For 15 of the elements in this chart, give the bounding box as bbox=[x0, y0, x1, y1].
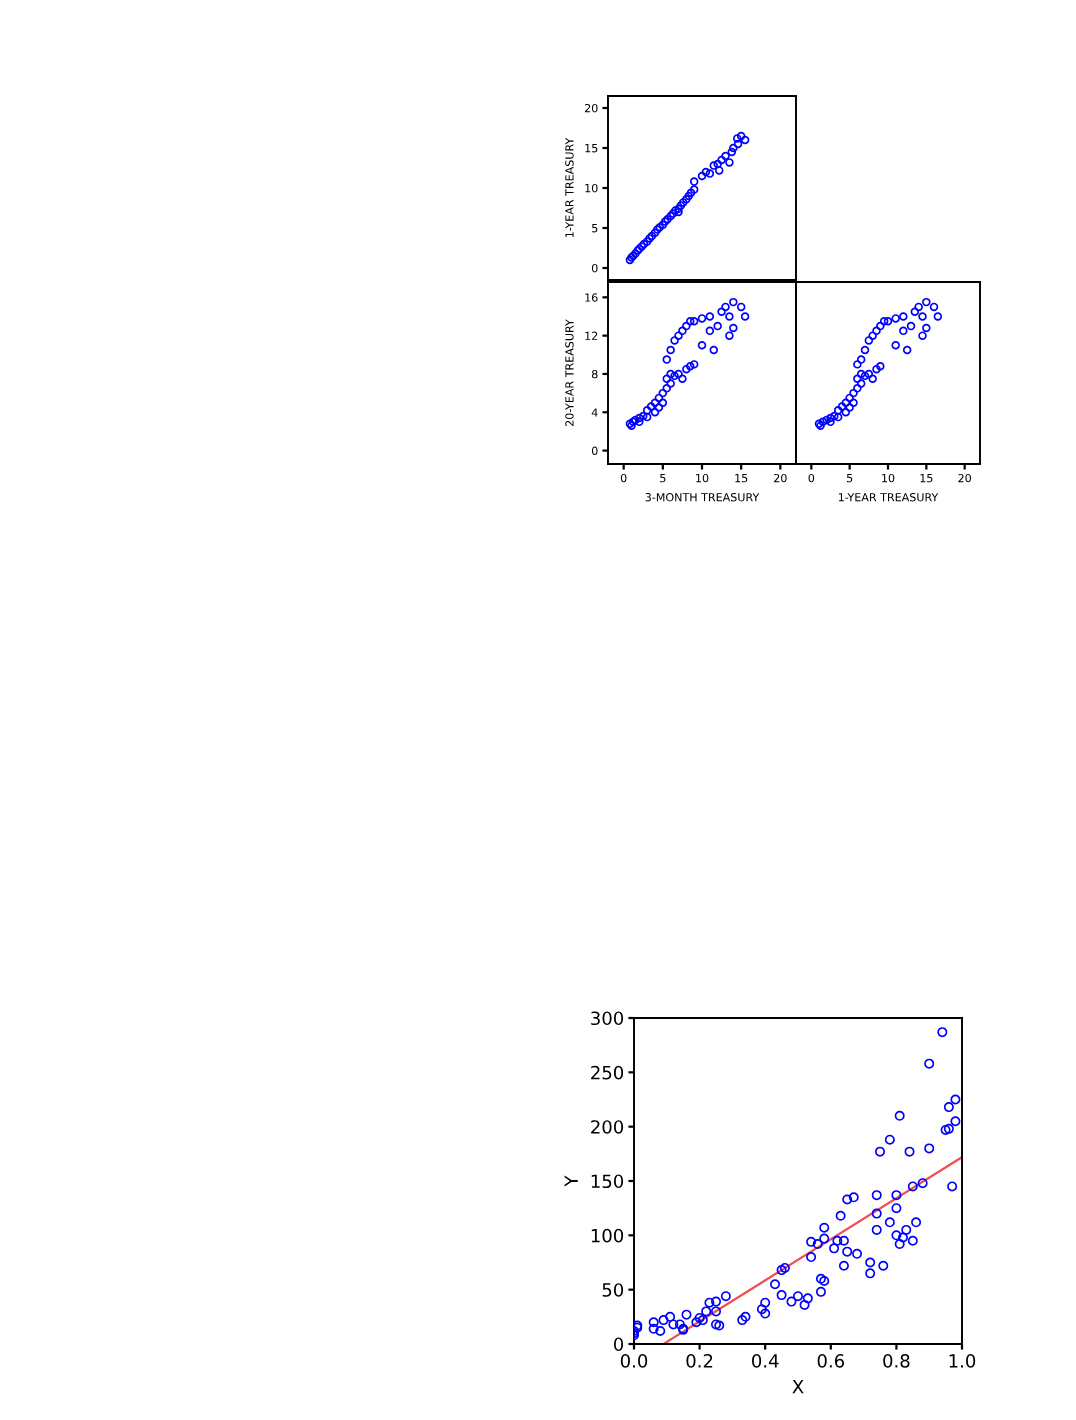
y-tick-label: 250 bbox=[591, 1065, 624, 1080]
y-tick-label: 50 bbox=[602, 1283, 624, 1297]
y-tick-label: 300 bbox=[591, 1011, 624, 1026]
y-axis-title: Y bbox=[564, 1175, 578, 1187]
x-tick-label: 0.8 bbox=[883, 1354, 910, 1368]
x-tick-label: 1.0 bbox=[949, 1354, 976, 1368]
x-tick-label: 0.2 bbox=[686, 1354, 713, 1368]
x-axis-title: X bbox=[792, 1380, 804, 1394]
y-tick-label: 150 bbox=[591, 1174, 624, 1189]
y-tick-label: 100 bbox=[591, 1228, 624, 1243]
x-tick-label: 0.6 bbox=[817, 1354, 845, 1368]
x-tick-label: 0.4 bbox=[752, 1354, 779, 1368]
y-tick-label: 0 bbox=[613, 1337, 624, 1352]
y-tick-label: 200 bbox=[591, 1120, 624, 1134]
x-tick-label: 0.0 bbox=[620, 1354, 648, 1368]
